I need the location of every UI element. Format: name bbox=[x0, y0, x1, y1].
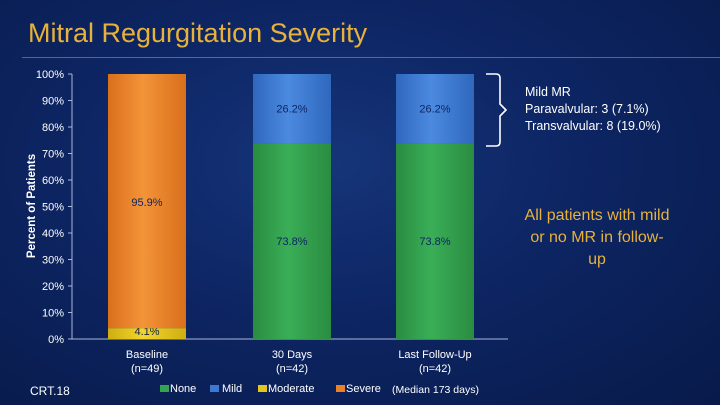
bar-severe bbox=[108, 74, 186, 329]
bar-mild bbox=[253, 74, 331, 144]
x-tick-label: Baseline bbox=[126, 349, 168, 361]
data-label: 26.2% bbox=[276, 104, 307, 116]
mild-mr-paravalvular: Paravalvular: 3 (7.1%) bbox=[525, 102, 649, 116]
bar-mild bbox=[396, 74, 474, 144]
y-axis-title: Percent of Patients bbox=[26, 154, 38, 258]
legend-swatch-severe bbox=[336, 385, 345, 392]
legend-label-none: None bbox=[170, 383, 196, 395]
title-divider bbox=[22, 57, 720, 58]
mild-mr-heading: Mild MR bbox=[525, 85, 571, 99]
y-tick-label: 100% bbox=[36, 69, 64, 81]
legend-swatch-mild bbox=[210, 385, 219, 392]
x-tick-label: 30 Days bbox=[272, 349, 313, 361]
data-label: 4.1% bbox=[134, 326, 159, 338]
bar-none bbox=[253, 143, 331, 339]
y-tick-label: 40% bbox=[42, 228, 64, 240]
legend-note: (Median 173 days) bbox=[392, 384, 479, 396]
x-tick-label: (n=42) bbox=[276, 363, 308, 375]
y-tick-label: 90% bbox=[42, 96, 64, 108]
mild-bracket bbox=[486, 73, 508, 147]
y-tick-label: 20% bbox=[42, 281, 64, 293]
legend-label-mild: Mild bbox=[222, 383, 242, 395]
y-tick-label: 0% bbox=[48, 334, 64, 346]
y-tick-label: 30% bbox=[42, 255, 64, 267]
data-label: 95.9% bbox=[131, 197, 162, 209]
data-label: 26.2% bbox=[419, 104, 450, 116]
y-tick-label: 10% bbox=[42, 308, 64, 320]
x-tick-label: (n=49) bbox=[131, 363, 163, 375]
mild-mr-annotation: Mild MR Paravalvular: 3 (7.1%) Transvalv… bbox=[525, 84, 661, 135]
y-tick-label: 60% bbox=[42, 175, 64, 187]
bar-moderate bbox=[108, 328, 186, 339]
footer-code: CRT.18 bbox=[30, 384, 70, 398]
y-tick-label: 80% bbox=[42, 122, 64, 134]
follow-up-note: All patients with mild or no MR in follo… bbox=[524, 207, 670, 268]
legend-label-severe: Severe bbox=[346, 383, 381, 395]
mild-mr-transvalvular: Transvalvular: 8 (19.0%) bbox=[525, 119, 661, 133]
x-tick-label: (n=42) bbox=[419, 363, 451, 375]
x-tick-label: Last Follow-Up bbox=[398, 349, 471, 361]
legend-label-moderate: Moderate bbox=[268, 383, 314, 395]
bar-none bbox=[396, 143, 474, 339]
slide-title: Mitral Regurgitation Severity bbox=[28, 18, 368, 48]
legend-swatch-none bbox=[160, 385, 169, 392]
data-label: 73.8% bbox=[419, 236, 450, 248]
y-tick-label: 50% bbox=[42, 202, 64, 214]
y-tick-label: 70% bbox=[42, 149, 64, 161]
data-label: 73.8% bbox=[276, 236, 307, 248]
legend-swatch-moderate bbox=[258, 385, 267, 392]
